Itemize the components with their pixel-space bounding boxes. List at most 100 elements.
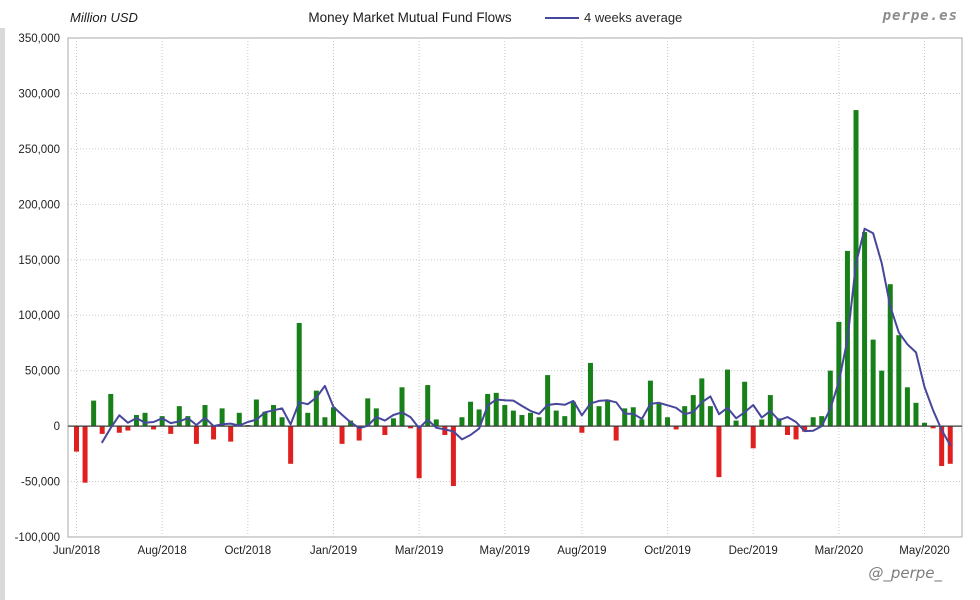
inflow-bar: [510, 410, 516, 427]
x-tick-label: May/2020: [899, 545, 950, 557]
plot-border: [67, 37, 963, 538]
inflow-bar: [425, 385, 431, 427]
inflow-bar: [305, 412, 311, 427]
x-tick-label: Jun/2018: [53, 545, 100, 557]
inflow-bar: [570, 401, 576, 427]
inflow-bar: [536, 417, 542, 427]
inflow-bar: [553, 410, 559, 427]
inflow-bar: [271, 405, 277, 427]
inflow-bar: [879, 370, 885, 427]
inflow-bar: [253, 399, 259, 427]
inflow-bar: [733, 420, 739, 427]
inflow-bar: [836, 321, 842, 427]
outflow-bar: [408, 426, 414, 429]
inflow-bar: [682, 406, 688, 427]
watermark-site: perpe.es: [882, 8, 958, 24]
inflow-bar: [605, 399, 611, 427]
outflow-bar: [116, 426, 122, 433]
inflow-bar: [725, 369, 731, 427]
inflow-bar: [330, 407, 336, 427]
inflow-bar: [527, 412, 533, 427]
gridlines: [68, 38, 962, 537]
outflow-bar: [750, 426, 756, 449]
inflow-bar: [596, 406, 602, 427]
legend: 4 weeks average: [545, 10, 682, 25]
y-tick-label: 200,000: [18, 199, 60, 211]
inflow-bar: [665, 417, 671, 427]
x-tick-label: Aug/2019: [557, 545, 606, 557]
inflow-bar: [545, 375, 551, 427]
inflow-bar: [622, 408, 628, 427]
outflow-bar: [802, 426, 808, 432]
x-axis-labels: Jun/2018 Aug/2018 Oct/2018 Jan/2019 Mar/2019…: [53, 545, 950, 557]
inflow-bar: [904, 387, 910, 427]
inflow-bar: [322, 417, 328, 427]
outflow-bar: [339, 426, 345, 444]
y-tick-label: 250,000: [18, 144, 60, 156]
inflow-bar: [656, 403, 662, 427]
inflow-bar: [468, 401, 474, 427]
outflow-bar: [579, 426, 585, 433]
inflow-bar: [476, 409, 482, 427]
y-tick-label: 150,000: [18, 255, 60, 267]
inflow-bar: [896, 335, 902, 427]
inflow-bar: [202, 405, 208, 427]
inflow-bar: [922, 422, 928, 427]
inflow-bar: [639, 419, 645, 427]
window-edge-strip: [0, 28, 5, 600]
x-tick-label: Mar/2019: [395, 545, 444, 557]
outflow-bar: [673, 426, 679, 430]
inflow-bar: [399, 387, 405, 427]
inflow-bar: [742, 381, 748, 427]
chart-title: Money Market Mutual Fund Flows: [308, 10, 512, 25]
inflow-bar: [219, 408, 225, 427]
inflow-bar: [108, 393, 114, 427]
outflow-bar: [930, 426, 936, 429]
inflow-bar: [433, 419, 439, 427]
x-tick-label: May/2019: [480, 545, 531, 557]
y-tick-label: 100,000: [18, 310, 60, 322]
outflow-bar: [716, 426, 722, 478]
legend-line-swatch-icon: [545, 16, 579, 19]
x-tick-label: Aug/2018: [138, 545, 187, 557]
x-tick-label: Oct/2018: [224, 545, 271, 557]
y-axis-unit-label: Million USD: [70, 10, 138, 25]
outflow-bar: [74, 426, 79, 452]
inflow-bar: [819, 416, 825, 427]
outflow-bar: [168, 426, 174, 434]
x-tick-label: Oct/2019: [644, 545, 691, 557]
outflow-bar: [356, 426, 362, 441]
four-week-average-line: [101, 227, 952, 447]
inflow-bar: [776, 418, 782, 427]
outflow-bar: [939, 426, 945, 467]
outflow-bar: [613, 426, 619, 441]
inflow-bar: [810, 417, 816, 427]
inflow-bar: [236, 412, 242, 427]
y-tick-label: 50,000: [25, 366, 60, 378]
inflow-bar: [827, 370, 833, 427]
watermark-handle: @_perpe_: [868, 564, 942, 582]
inflow-bar: [279, 417, 285, 427]
inflow-bar: [862, 232, 868, 427]
inflow-bar: [519, 415, 525, 427]
outflow-bar: [416, 426, 422, 479]
y-axis-labels: 350,000 300,000 250,000 200,000 150,000 100,0…: [15, 33, 60, 544]
y-tick-label: 300,000: [18, 88, 60, 100]
y-tick-label: 0: [54, 421, 60, 433]
inflow-bar: [870, 339, 876, 427]
outflow-bar: [99, 426, 105, 434]
y-tick-label: -100,000: [15, 532, 60, 544]
outflow-bar: [784, 426, 790, 435]
inflow-bar: [630, 407, 636, 427]
inflow-bar: [887, 284, 893, 427]
inflow-bar: [133, 415, 139, 427]
inflow-bar: [459, 417, 465, 427]
inflow-bar: [493, 392, 499, 427]
outflow-bar: [151, 426, 157, 430]
inflow-bar: [185, 416, 191, 427]
outflow-bar: [442, 426, 448, 435]
outflow-bar: [450, 426, 456, 486]
outflow-bar: [211, 426, 217, 440]
inflow-bar: [913, 402, 919, 427]
